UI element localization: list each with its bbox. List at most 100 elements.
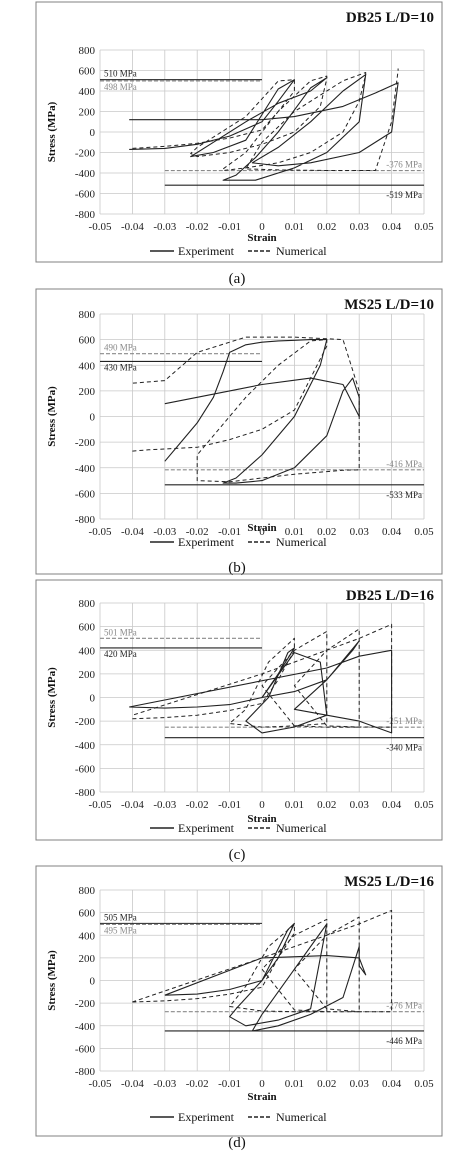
x-tick-label: -0.05 [89, 799, 112, 811]
y-tick-label: -200 [75, 437, 96, 449]
panel-frame [35, 1, 443, 263]
series-line-numerical [132, 336, 360, 483]
x-tick-label: 0.01 [285, 221, 304, 233]
x-tick-label: 0.04 [382, 526, 402, 538]
y-tick-label: 400 [79, 645, 96, 657]
x-tick-label: -0.02 [186, 221, 209, 233]
annotation-label: 420 MPa [104, 649, 137, 659]
y-tick-label: 600 [79, 66, 96, 78]
legend-label-experiment: Experiment [178, 1110, 235, 1124]
y-tick-label: 800 [79, 45, 96, 57]
x-tick-label: -0.04 [121, 221, 144, 233]
chart-title: DB25 L/D=16 [346, 588, 435, 604]
y-tick-label: -600 [75, 1043, 96, 1055]
y-tick-label: 800 [79, 598, 96, 610]
chart-title: MS25 L/D=10 [344, 297, 434, 313]
y-tick-label: 200 [79, 386, 96, 398]
y-tick-label: -800 [75, 209, 96, 221]
x-tick-label: -0.05 [89, 526, 112, 538]
x-tick-label: -0.04 [121, 526, 144, 538]
y-tick-label: 800 [79, 309, 96, 321]
y-tick-label: -400 [75, 168, 96, 180]
annotation-label: 501 MPa [104, 627, 137, 637]
x-tick-label: 0.03 [350, 799, 370, 811]
x-tick-label: 0.01 [285, 1078, 304, 1090]
series-line-experiment [164, 922, 367, 1032]
y-tick-label: 800 [79, 885, 96, 897]
y-tick-label: 600 [79, 908, 96, 920]
y-tick-label: 0 [90, 693, 96, 705]
x-tick-label: 0.02 [317, 526, 336, 538]
panel-frame [35, 865, 443, 1137]
annotation-label: 430 MPa [104, 362, 137, 372]
x-axis-label: Strain [247, 232, 276, 244]
x-tick-label: -0.02 [186, 799, 209, 811]
legend-label-experiment: Experiment [178, 244, 235, 258]
x-tick-label: 0.05 [414, 799, 434, 811]
y-axis-label: Stress (MPa) [46, 950, 58, 1011]
y-tick-label: 200 [79, 107, 96, 119]
legend-label-numerical: Numerical [276, 535, 327, 549]
x-tick-label: -0.02 [186, 1078, 209, 1090]
x-tick-label: 0.01 [285, 799, 304, 811]
legend-label-numerical: Numerical [276, 244, 327, 258]
x-tick-label: 0.02 [317, 1078, 336, 1090]
x-tick-label: 0.05 [414, 221, 434, 233]
chart-title: MS25 L/D=16 [344, 874, 434, 890]
panel-frame [35, 288, 443, 575]
annotation-label: -533 MPa [386, 490, 422, 500]
y-tick-label: 400 [79, 360, 96, 372]
annotation-label: -276 MPa [386, 1001, 422, 1011]
y-tick-label: -600 [75, 763, 96, 775]
annotation-label: 498 MPa [104, 82, 137, 92]
annotation-label: -416 MPa [386, 459, 422, 469]
x-tick-label: 0.04 [382, 799, 402, 811]
y-tick-label: 400 [79, 86, 96, 98]
x-tick-label: 0 [259, 1078, 265, 1090]
legend-label-experiment: Experiment [178, 821, 235, 835]
panel-caption: (a) [229, 271, 246, 287]
x-tick-label: 0.04 [382, 1078, 402, 1090]
x-tick-label: -0.01 [218, 1078, 241, 1090]
y-tick-label: -800 [75, 787, 96, 799]
annotation-label: -446 MPa [386, 1036, 422, 1046]
y-tick-label: 600 [79, 335, 96, 347]
x-tick-label: -0.05 [89, 221, 112, 233]
annotation-label: -376 MPa [386, 160, 422, 170]
x-tick-label: 0.03 [350, 221, 370, 233]
series-line-experiment [129, 640, 393, 734]
y-tick-label: -400 [75, 740, 96, 752]
y-axis-label: Stress (MPa) [46, 386, 58, 447]
annotation-label: -340 MPa [386, 743, 422, 753]
x-tick-label: 0.05 [414, 526, 434, 538]
x-axis-label: Strain [247, 813, 276, 825]
x-tick-label: 0 [259, 799, 265, 811]
x-tick-label: 0 [259, 221, 265, 233]
annotation-label: 510 MPa [104, 69, 137, 79]
x-tick-label: -0.03 [153, 221, 176, 233]
series-line-numerical [132, 68, 399, 171]
x-tick-label: 0 [259, 526, 265, 538]
y-tick-label: -400 [75, 1021, 96, 1033]
legend-label-numerical: Numerical [276, 1110, 327, 1124]
y-tick-label: -200 [75, 716, 96, 728]
x-tick-label: -0.03 [153, 799, 176, 811]
legend-label-experiment: Experiment [178, 535, 235, 549]
legend-label-numerical: Numerical [276, 821, 327, 835]
x-tick-label: 0.03 [350, 1078, 370, 1090]
x-tick-label: 0.05 [414, 1078, 434, 1090]
x-tick-label: -0.04 [121, 799, 144, 811]
series-line-experiment [164, 339, 360, 484]
x-tick-label: -0.04 [121, 1078, 144, 1090]
x-tick-label: -0.01 [218, 526, 241, 538]
y-axis-label: Stress (MPa) [46, 667, 58, 728]
y-tick-label: 200 [79, 953, 96, 965]
panel-caption: (d) [228, 1135, 246, 1151]
x-tick-label: 0.02 [317, 221, 336, 233]
